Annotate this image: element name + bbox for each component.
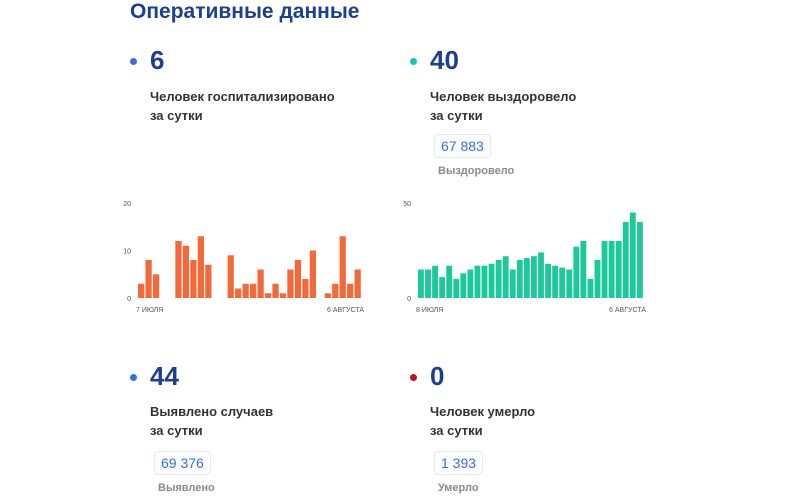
recovered-line2: за сутки xyxy=(430,108,483,123)
deaths-value: 0 xyxy=(430,361,445,391)
y-tick-label: 20 xyxy=(123,201,131,208)
bar xyxy=(182,245,190,298)
bar xyxy=(235,288,242,298)
deaths-total: 1 393 xyxy=(434,451,484,475)
bar xyxy=(347,283,354,298)
bar xyxy=(636,222,643,298)
bar xyxy=(523,258,530,298)
bar xyxy=(339,236,346,298)
x-end-label: 6 АВГУСТА xyxy=(327,307,364,314)
deaths-line1: Человек умерло xyxy=(430,404,536,419)
bar xyxy=(608,241,615,298)
bar xyxy=(587,279,594,298)
bar xyxy=(531,256,537,298)
bar xyxy=(242,283,249,298)
hospitalized-dot xyxy=(130,58,137,65)
y-tick-label: 10 xyxy=(123,249,131,256)
bar xyxy=(502,256,509,298)
bar xyxy=(257,269,264,298)
bar xyxy=(509,269,516,298)
bar xyxy=(573,246,580,298)
hospitalized-description: Человек госпитализировано за сутки xyxy=(150,87,370,125)
recovered-chart: 50 0 8 ИЮЛЯ 6 АВГУСТА xyxy=(403,201,646,314)
recovered-dot xyxy=(410,58,417,65)
bar xyxy=(250,283,257,298)
bar xyxy=(481,265,488,298)
bar xyxy=(324,293,331,298)
bar xyxy=(332,283,339,298)
deaths-dot xyxy=(410,374,417,381)
cases-line2: за сутки xyxy=(150,423,203,438)
bar xyxy=(190,260,197,298)
bar xyxy=(446,265,453,298)
page-title: Оперативные данные xyxy=(130,0,360,23)
bar xyxy=(145,260,152,298)
bar xyxy=(552,265,559,298)
cases-line1: Выявлено случаев xyxy=(150,404,274,419)
cases-description: Выявлено случаев за сутки xyxy=(150,402,370,440)
bar xyxy=(425,269,431,298)
recovered-total-label: Выздоровело xyxy=(438,165,515,177)
bar xyxy=(453,279,460,298)
deaths-total-label: Умерло xyxy=(438,482,479,494)
bar xyxy=(538,252,544,298)
bar xyxy=(474,265,481,298)
bar xyxy=(175,241,182,298)
hospitalized-chart: 20 10 0 7 ИЮЛЯ 6 АВГУСТА xyxy=(123,201,364,314)
bar xyxy=(488,263,495,298)
cases-dot xyxy=(130,374,137,381)
x-start-label: 7 ИЮЛЯ xyxy=(136,307,163,314)
bar xyxy=(302,279,309,298)
deaths-description: Человек умерло за сутки xyxy=(430,402,650,440)
cases-value: 44 xyxy=(150,361,179,391)
x-start-label: 8 ИЮЛЯ xyxy=(416,307,443,314)
y-tick-label: 0 xyxy=(127,296,131,303)
bar xyxy=(138,283,145,298)
bar xyxy=(354,269,361,298)
cases-total: 69 376 xyxy=(154,451,211,475)
recovered-description: Человек выздоровело за сутки xyxy=(430,87,650,125)
bar xyxy=(205,264,212,298)
x-end-label: 6 АВГУСТА xyxy=(609,307,646,314)
bar xyxy=(432,265,438,298)
y-tick-label: 0 xyxy=(407,296,411,303)
bar xyxy=(601,241,608,298)
bar xyxy=(545,263,551,298)
cases-total-label: Выявлено xyxy=(158,482,215,494)
bar xyxy=(309,250,316,298)
y-tick-label: 50 xyxy=(403,201,411,208)
bar xyxy=(439,277,446,298)
recovered-line1: Человек выздоровело xyxy=(430,89,577,104)
bar xyxy=(294,260,302,298)
bar xyxy=(622,222,629,298)
bar xyxy=(460,273,467,298)
bar xyxy=(566,269,573,298)
recovered-value: 40 xyxy=(430,45,459,75)
bar xyxy=(197,236,204,298)
bar xyxy=(279,293,287,298)
bar xyxy=(495,260,502,298)
deaths-line2: за сутки xyxy=(430,423,483,438)
bar xyxy=(516,260,523,298)
bar xyxy=(264,293,272,298)
bar xyxy=(559,267,566,298)
bar xyxy=(594,260,601,298)
bar xyxy=(629,212,636,298)
bar xyxy=(152,274,160,298)
bar xyxy=(615,241,622,298)
bar xyxy=(227,255,234,298)
hospitalized-line2: за сутки xyxy=(150,108,203,123)
hospitalized-line1: Человек госпитализировано xyxy=(150,89,335,104)
bar xyxy=(418,269,424,298)
bar xyxy=(467,269,474,298)
bar xyxy=(272,283,279,298)
hospitalized-value: 6 xyxy=(150,45,165,75)
bar xyxy=(287,269,294,298)
recovered-total: 67 883 xyxy=(434,134,491,158)
bar xyxy=(580,241,587,298)
